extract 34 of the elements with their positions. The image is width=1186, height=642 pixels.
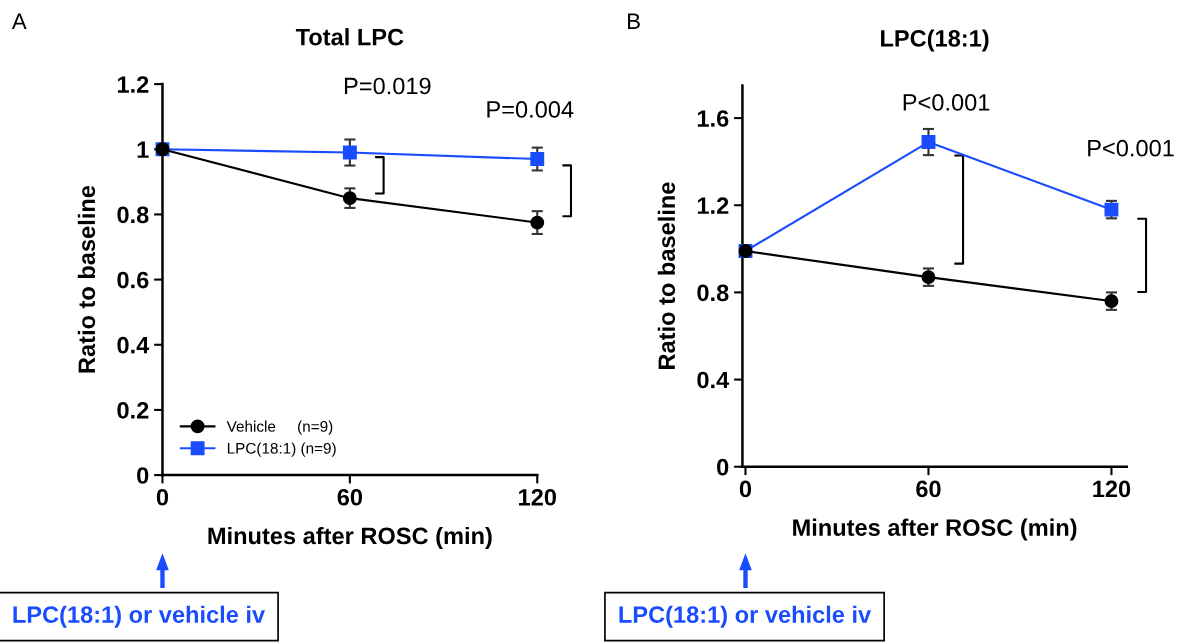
y-tick-label: 0 [137,467,149,484]
y-tick-label: 0.6 [117,271,149,289]
x-axis-title: Minutes after ROSC (min) [208,526,492,549]
x-axis-title: Minutes after ROSC (min) [793,518,1077,541]
y-tick-label: 0 [717,458,729,476]
y-axis-title: Ratio to baseline [77,185,96,373]
x-tick-label: 120 [519,488,556,506]
y-tick-label: 0.8 [117,206,149,224]
x-tick-label: 120 [1093,480,1131,498]
x-tick-label: 60 [916,480,941,498]
annotation: P<0.001 [903,94,990,111]
annotation: P<0.001 [1088,139,1174,157]
y-tick-label: 1.6 [697,110,729,127]
text: LPC(18:1) or vehicle iv [619,605,872,628]
chart-title: Total LPC [295,28,404,46]
chart-title: LPC(18:1) [881,29,989,52]
legend-label: Vehicle (n=9) [226,420,333,435]
x-tick-label: 0 [739,480,752,498]
y-tick-label: 0.4 [697,371,730,389]
y-tick-label: 0.2 [117,401,149,419]
y-tick-label: 1.2 [697,197,729,214]
y-axis-title: Ratio to baseline [657,182,676,369]
y-tick-label: 1 [137,141,149,158]
y-tick-label: 1.2 [117,76,149,93]
text: LPC(18:1) or vehicle iv [13,605,266,628]
annotation: P=0.019 [344,77,431,95]
y-tick-label: 0.4 [117,336,150,354]
y-tick-label: 0.8 [697,284,729,302]
annotation: P=0.004 [487,101,574,118]
x-tick-label: 60 [337,488,363,506]
x-tick-label: 0 [156,488,169,506]
legend-label: LPC(18:1) (n=9) [227,442,336,457]
text: A [11,13,27,29]
text: B [628,13,640,29]
